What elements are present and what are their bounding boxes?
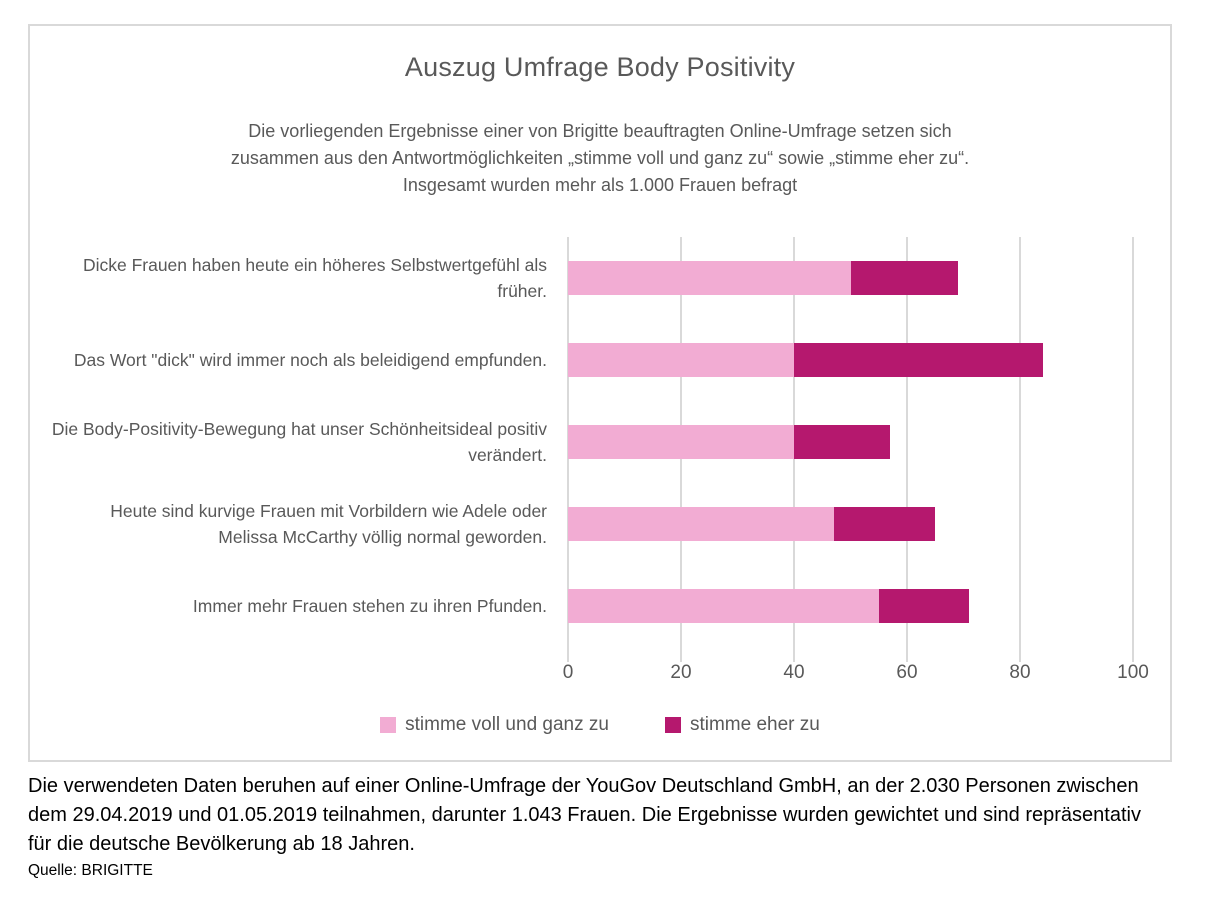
bar-segment-eher: [878, 589, 970, 623]
bar-track: [568, 589, 1133, 623]
gridline: [1132, 237, 1134, 662]
bar-row: Heute sind kurvige Frauen mit Vorbildern…: [110, 483, 1133, 565]
category-label: Heute sind kurvige Frauen mit Vorbildern…: [110, 500, 547, 547]
bar-segment-voll-und-ganz: [568, 507, 834, 541]
source-note: Quelle: BRIGITTE: [28, 862, 153, 879]
x-tick-label: 80: [1009, 662, 1031, 683]
bar-segment-eher: [850, 261, 958, 295]
bar-track: [568, 343, 1133, 377]
bar-segment-voll-und-ganz: [568, 589, 879, 623]
chart-subtitle-line: zusammen aus den Antwortmöglichkeiten „s…: [230, 148, 970, 168]
bar-segment-voll-und-ganz: [568, 425, 794, 459]
bar-segment-eher: [794, 343, 1043, 377]
bar-row: Das Wort "dick" wird immer noch als bele…: [74, 319, 1133, 401]
x-tick-label: 20: [670, 662, 692, 683]
chart-frame: Auszug Umfrage Body Positivity Die vorli…: [28, 24, 1172, 762]
legend-item-eher: stimme eher zu: [664, 714, 820, 736]
legend-label-eher: stimme eher zu: [689, 714, 820, 735]
legend-swatch-voll-icon: [380, 717, 397, 733]
x-axis: 0 20 40 60 80 100: [563, 662, 1149, 692]
bar-segment-voll-und-ganz: [568, 261, 851, 295]
bar-track: [568, 507, 1133, 541]
x-tick-label: 0: [562, 662, 574, 683]
bar-row: Immer mehr Frauen stehen zu ihren Pfunde…: [193, 565, 1133, 647]
plot-area: Dicke Frauen haben heute ein höheres Sel…: [52, 237, 1134, 662]
legend: stimme voll und ganz zu stimme eher zu: [30, 714, 1170, 736]
x-tick-label: 40: [783, 662, 805, 683]
chart-subtitle-line: Insgesamt wurden mehr als 1.000 Frauen b…: [402, 175, 798, 195]
gridline: [1019, 237, 1021, 662]
bar-row: Die Body-Positivity-Bewegung hat unser S…: [52, 401, 1133, 483]
gridline: [906, 237, 908, 662]
footer-note: Die verwendeten Daten beruhen auf einer …: [28, 775, 1141, 855]
x-tick-label: 60: [896, 662, 918, 683]
x-tick-label: 100: [1117, 662, 1149, 683]
category-label: Die Body-Positivity-Bewegung hat unser S…: [51, 418, 547, 465]
bar-track: [568, 425, 1133, 459]
bar-row: Dicke Frauen haben heute ein höheres Sel…: [83, 237, 1133, 319]
legend-label-voll: stimme voll und ganz zu: [405, 714, 609, 735]
chart-title: Auszug Umfrage Body Positivity: [404, 52, 796, 82]
category-label: Das Wort "dick" wird immer noch als bele…: [73, 349, 547, 370]
bar-segment-voll-und-ganz: [568, 343, 794, 377]
bar-track: [568, 261, 1133, 295]
legend-swatch-eher-icon: [664, 717, 681, 733]
chart-subtitle-line: Die vorliegenden Ergebnisse einer von Br…: [248, 121, 952, 141]
category-label: Dicke Frauen haben heute ein höheres Sel…: [82, 254, 547, 301]
bar-rows: Dicke Frauen haben heute ein höheres Sel…: [52, 237, 1133, 647]
legend-item-voll: stimme voll und ganz zu: [380, 714, 609, 736]
bar-segment-eher: [794, 425, 891, 459]
category-label: Immer mehr Frauen stehen zu ihren Pfunde…: [192, 595, 547, 616]
bar-segment-eher: [833, 507, 936, 541]
chart-subtitle: Die vorliegenden Ergebnisse einer von Br…: [30, 118, 1170, 199]
